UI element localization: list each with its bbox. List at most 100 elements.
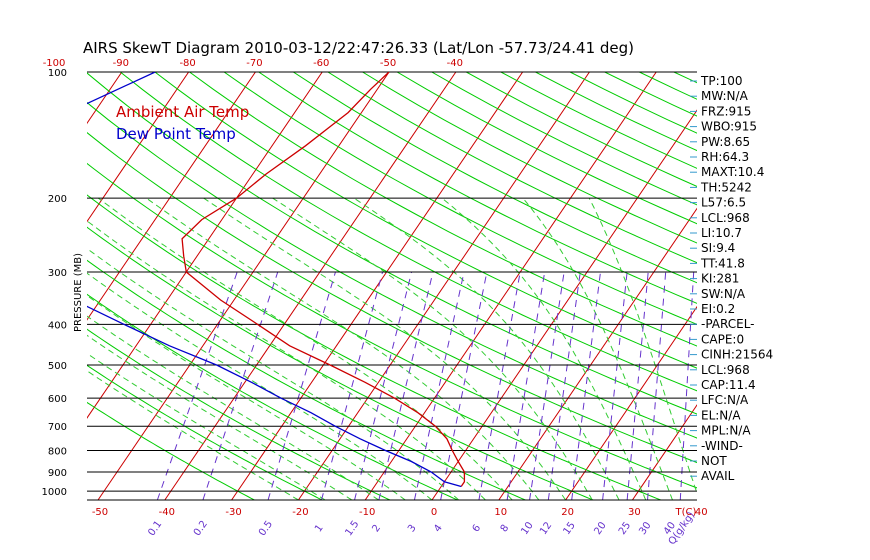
stat-21: LFC:N/A (701, 393, 749, 407)
moist-adiabat-line-15 (588, 197, 697, 495)
bottom-temp-tick-10: T(C) (675, 507, 697, 518)
moist-adiabat-line-7 (87, 220, 486, 500)
dry-adiabat-line-15 (258, 72, 697, 304)
bottom-temp-tick-4: -10 (359, 507, 375, 518)
dry-adiabat-line-13 (189, 72, 697, 347)
stat-25: NOT (701, 454, 727, 468)
moist-adiabat-line-8 (98, 197, 513, 500)
dry-adiabat-line-12 (154, 72, 697, 369)
stat-9: LCL:968 (701, 211, 750, 225)
mixing-ratio-lines (156, 271, 695, 500)
dry-adiabat-line-18 (362, 72, 697, 244)
mixing-ratio-tick-4: 1.5 (343, 519, 361, 538)
bottom-temp-tick-7: 20 (561, 507, 574, 518)
bottom-temp-tick-0: -50 (92, 507, 108, 518)
stat-4: PW:8.65 (701, 135, 750, 149)
mixing-ratio-line-2 (267, 271, 336, 500)
stat-7: TH:5242 (700, 180, 752, 194)
mixing-ratio-tick-7: 4 (432, 523, 445, 535)
top-temp-tick-2: -100 (43, 58, 66, 69)
pressure-tick-200: 200 (48, 194, 67, 205)
dry-adiabat-line-32 (847, 72, 870, 500)
mixing-ratio-tick-5: 2 (370, 523, 383, 535)
legend-ambient-air-temp: Ambient Air Temp (116, 103, 249, 121)
stat-24: -WIND- (701, 439, 743, 453)
moist-adiabat-line-11 (272, 197, 593, 500)
bottom-temperature-tick-labels: -50 -40 -30 -20 -10 0 10 20 30 40T(C) (92, 507, 708, 518)
dry-adiabat-line-8 (87, 131, 697, 464)
dry-adiabat-line-6 (87, 194, 661, 500)
isotherm-line-8 (87, 72, 190, 223)
moist-adiabat-line-4 (87, 295, 406, 500)
bottom-temp-tick-1: -40 (159, 507, 175, 518)
mixing-ratio-tick-2: 0.5 (257, 519, 275, 538)
stat-5: RH:64.3 (701, 150, 749, 164)
dry-adiabat-line-21 (466, 72, 697, 187)
stat-1: MW:N/A (701, 89, 749, 103)
legend-dew-point-temp: Dew Point Temp (116, 125, 236, 143)
mixing-ratio-tick-12: 15 (561, 520, 577, 537)
mixing-ratio-line-10 (529, 271, 565, 500)
moist-adiabat-lines (87, 197, 697, 500)
dry-adiabat-line-17 (327, 72, 697, 264)
dry-adiabat-line-2 (87, 328, 391, 500)
dry-adiabat-line-11 (119, 72, 697, 392)
isotherm-line-13 (231, 72, 524, 500)
stat-8: L57:6.5 (701, 196, 746, 210)
pressure-tick-600: 600 (48, 394, 67, 405)
mixing-ratio-line-0 (156, 271, 238, 500)
moist-adiabat-line-5 (87, 272, 433, 500)
mixing-ratio-line-13 (602, 271, 628, 500)
top-temp-tick-4: -80 (179, 58, 195, 69)
stat-0: TP:100 (700, 74, 743, 88)
stat-12: TT:41.8 (700, 256, 745, 270)
moist-adiabat-line-2 (87, 334, 353, 500)
bottom-temp-tick-5: 0 (431, 507, 437, 518)
moist-adiabat-line-1 (87, 352, 326, 500)
moist-adiabat-line-0 (87, 370, 299, 500)
mixing-ratio-tick-13: 20 (592, 520, 608, 537)
moist-adiabat-line-10 (203, 197, 567, 500)
chart-title: AIRS SkewT Diagram 2010-03-12/22:47:26.3… (83, 39, 634, 57)
mixing-ratio-line-1 (202, 271, 279, 500)
mixing-ratio-tick-3: 1 (313, 523, 326, 535)
dry-adiabat-line-7 (87, 162, 697, 489)
isotherm-line-14 (297, 72, 590, 500)
isotherm-line-6 (0, 72, 55, 500)
bottom-temp-tick-9: 40 (695, 507, 708, 518)
mixing-ratio-line-4 (354, 271, 413, 500)
isotherm-line-16 (431, 109, 697, 500)
mixing-ratio-tick-8: 6 (471, 523, 484, 535)
isotherm-line-11 (97, 72, 390, 500)
stat-17: CAPE:0 (701, 332, 744, 346)
isotherm-line-9 (87, 72, 256, 321)
bottom-temp-tick-8: 30 (628, 507, 641, 518)
mixing-ratio-tick-9: 8 (499, 523, 512, 535)
dry-adiabat-line-19 (396, 72, 697, 225)
stat-23: MPL:N/A (701, 424, 751, 438)
moist-adiabat-line-13 (441, 197, 647, 500)
stat-18: CINH:21564 (701, 348, 773, 362)
top-temp-tick-6: -60 (313, 58, 329, 69)
dry-adiabat-line-20 (431, 72, 697, 206)
stat-14: SW:N/A (701, 287, 746, 301)
y-axis-label: PRESSURE (MB) (73, 253, 84, 332)
mixing-ratio-tick-15: 30 (637, 520, 653, 537)
isotherm-line-10 (87, 72, 323, 419)
dry-adiabat-line-22 (500, 72, 697, 169)
pressure-tick-500: 500 (48, 361, 67, 372)
stat-13: KI:281 (701, 272, 739, 286)
dry-adiabat-line-5 (87, 226, 594, 500)
dry-adiabat-line-14 (223, 72, 697, 325)
top-temp-tick-8: -40 (447, 58, 463, 69)
stat-22: EL:N/A (701, 408, 741, 422)
stat-2: FRZ:915 (701, 104, 751, 118)
dry-adiabat-lines (87, 72, 870, 500)
stat-26: AVAIL (701, 469, 735, 483)
pressure-tick-1000: 1000 (42, 487, 67, 498)
pressure-tick-400: 400 (48, 320, 67, 331)
mixing-ratio-line-5 (378, 271, 434, 500)
dry-adiabat-line-0 (87, 401, 255, 500)
